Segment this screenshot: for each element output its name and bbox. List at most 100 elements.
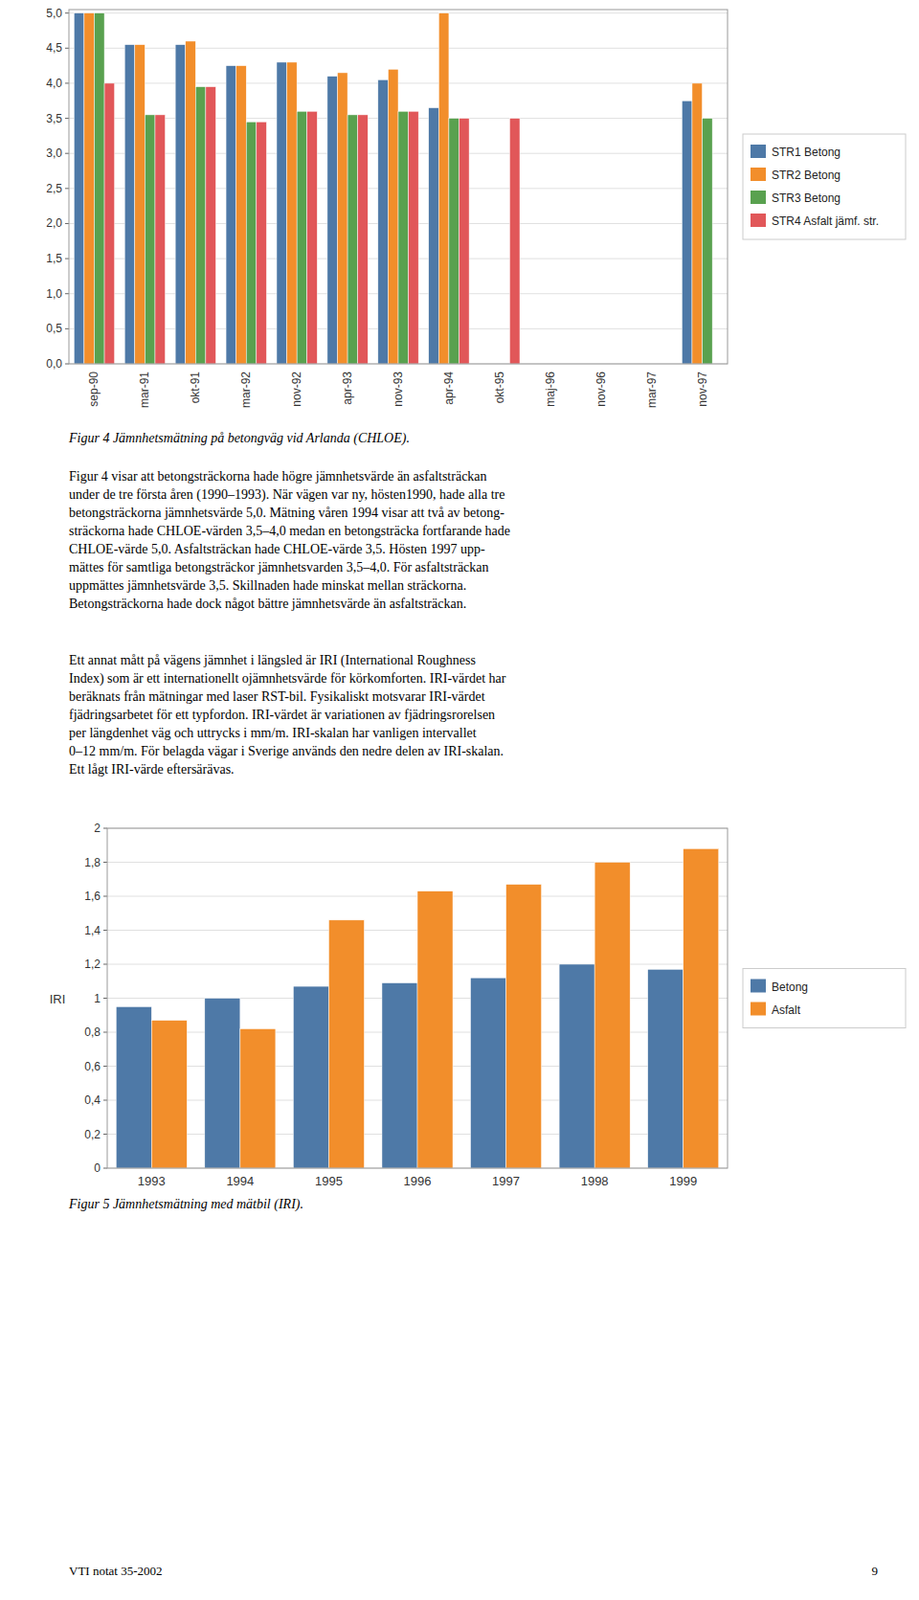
bar (559, 963, 595, 1168)
x-tick-label: okt-91 (188, 371, 202, 404)
bar (204, 998, 241, 1169)
bar (151, 1020, 187, 1168)
page-background (0, 0, 919, 1600)
x-tick-label: 1995 (314, 1173, 343, 1188)
page: 0,00,51,01,52,02,53,03,54,04,55,0sep-90m… (0, 0, 919, 1600)
grid-line (107, 861, 728, 863)
grid-line (68, 47, 728, 49)
body-line: beräknats från mätningar med laser RST-b… (68, 689, 486, 704)
body-line: Index) som är ett internationellt ojämnh… (68, 671, 507, 687)
bar (328, 919, 364, 1168)
body-line: Ett lågt IRI-värde eftersärävas. (68, 762, 235, 777)
legend-label: STR1 Betong (771, 145, 841, 159)
y-tick (103, 997, 108, 999)
y-tick (103, 929, 108, 931)
y-tick (65, 12, 69, 14)
bar (438, 13, 449, 364)
y-tick-label: 3,0 (45, 146, 63, 160)
y-tick (103, 963, 108, 965)
bar (236, 66, 247, 364)
y-tick-label: 4,5 (45, 41, 63, 55)
y-tick (65, 292, 69, 294)
y-tick (65, 328, 69, 330)
body-line: under de tre första åren (1990–1993). Nä… (68, 487, 505, 503)
y-tick-label: 0 (93, 1161, 101, 1175)
bars (115, 848, 718, 1168)
legend: STR1 BetongSTR2 BetongSTR3 BetongSTR4 As… (742, 134, 906, 240)
bar (240, 1028, 276, 1168)
bar (387, 68, 399, 364)
bar (358, 114, 369, 364)
body-line: betongsträckorna jämnhetsvärde 5,0. Mätn… (68, 505, 505, 520)
bar (509, 118, 520, 364)
legend-label: STR4 Asfalt jämf. str. (771, 214, 879, 228)
y-tick (103, 1031, 108, 1033)
y-tick-label: 0,8 (84, 1025, 101, 1039)
bar (594, 862, 630, 1169)
body-line: 0–12 mm/m. För belagda vägar i Sverige a… (68, 743, 504, 759)
bar (378, 79, 389, 364)
bar (336, 72, 348, 364)
y-tick-label: 1,8 (84, 855, 101, 870)
paragraph: Figur 4 visar att betongsträckorna hade … (68, 469, 511, 611)
bar (225, 66, 237, 364)
x-tick-label: nov-97 (695, 371, 710, 407)
body-line: fjädringsarbetet för ett typfordon. IRI-… (68, 707, 495, 722)
x-tick-label: 1999 (669, 1173, 697, 1188)
legend-label: STR3 Betong (771, 191, 841, 205)
bar (683, 848, 719, 1168)
body-line: mättes för samtliga betongsträckor jämnh… (68, 560, 490, 575)
bar (144, 114, 156, 364)
body-line: per längdenhet väg och uttrycks i mm/m. … (68, 725, 477, 740)
chart: 00,20,40,60,811,21,41,61,821993199419951… (49, 821, 906, 1212)
y-tick-label: 1,4 (84, 923, 101, 938)
bar (134, 44, 146, 364)
body-line: sträckorna hade CHLOE-värden 3,5–4,0 med… (68, 523, 511, 538)
bar (175, 44, 186, 364)
paragraph: Ett annat mått på vägens jämnhet i längs… (68, 652, 507, 777)
y-tick (65, 258, 69, 260)
y-tick (103, 828, 108, 830)
y-tick-label: 1,5 (45, 251, 63, 266)
y-tick-label: 0,4 (84, 1093, 101, 1107)
y-tick (103, 1099, 108, 1101)
y-tick (65, 117, 69, 119)
bar (327, 76, 338, 364)
caption: Figur 5 Jämnhetsmätning med mätbil (IRI)… (67, 1196, 304, 1212)
x-tick-label: sep-90 (87, 371, 101, 407)
bar (448, 118, 460, 364)
bar (408, 111, 420, 364)
bar (155, 114, 166, 364)
x-tick-label: nov-92 (290, 371, 304, 407)
body-line: Ett annat mått på vägens jämnhet i längs… (68, 652, 476, 669)
legend-swatch (750, 190, 766, 204)
y-axis-label: IRI (49, 991, 67, 1007)
bar (104, 83, 115, 364)
y-tick-label: 0,5 (45, 321, 63, 336)
footer-left: VTI notat 35-2002 (68, 1563, 162, 1578)
footer-right: 9 (872, 1563, 879, 1578)
caption: Figur 4 Jämnhetsmätning på betongväg vid… (67, 430, 410, 447)
chart: 0,00,51,01,52,02,53,03,54,04,55,0sep-90m… (45, 6, 906, 447)
body-line: uppmättes jämnhetsvärde 3,5. Skillnaden … (68, 578, 467, 593)
x-tick-label: nov-93 (391, 371, 405, 407)
y-tick (65, 223, 69, 225)
y-tick-label: 0,2 (84, 1127, 101, 1142)
x-tick-label: 1993 (137, 1173, 166, 1188)
y-tick-label: 0,6 (84, 1059, 101, 1074)
bar (276, 62, 288, 364)
x-tick-label: 1994 (225, 1173, 254, 1188)
bar (93, 13, 105, 364)
x-tick-label: nov-96 (594, 371, 608, 407)
legend-swatch (750, 1002, 766, 1016)
legend-box (742, 134, 906, 240)
bars (73, 13, 713, 364)
bar (296, 111, 308, 364)
bar (73, 13, 85, 364)
x-tick-label: mar-92 (239, 371, 253, 408)
bar (459, 118, 471, 364)
grid-line (68, 12, 728, 14)
bar (124, 44, 135, 364)
bar (195, 87, 206, 364)
bar (506, 884, 542, 1168)
